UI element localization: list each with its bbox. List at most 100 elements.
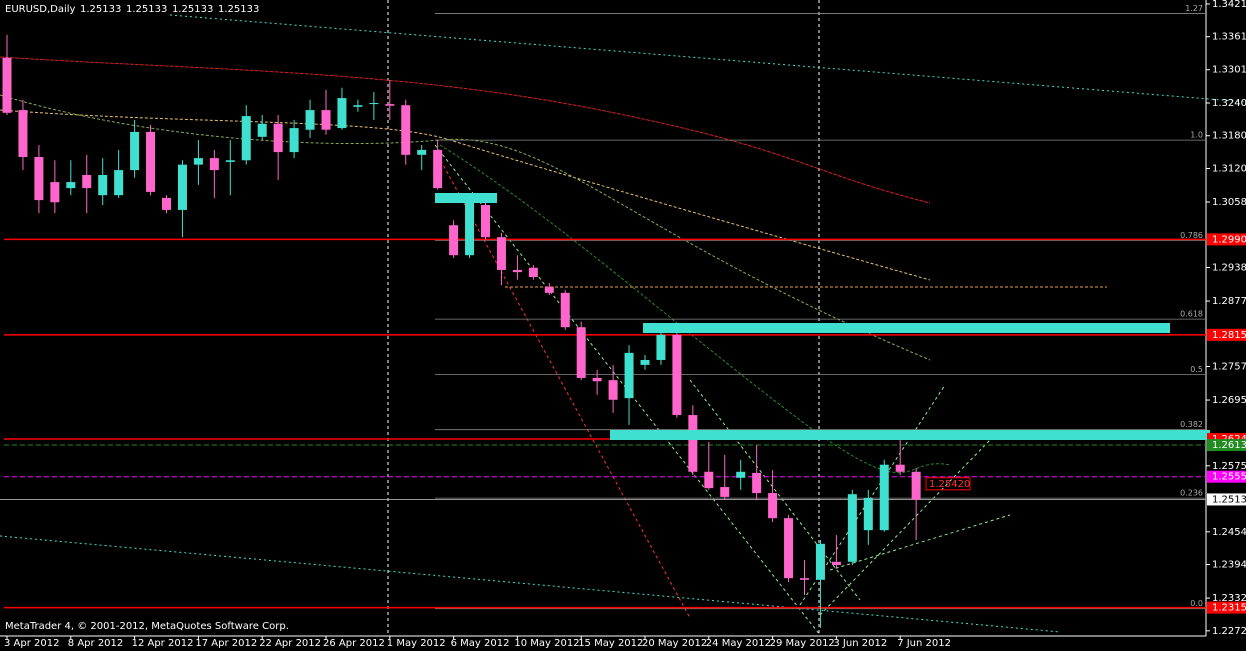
- candle-body: [863, 497, 873, 531]
- x-tick-label: 3 Jun 2012: [833, 638, 887, 649]
- level-label: 1.28150: [1212, 330, 1246, 341]
- x-tick-label: 22 Apr 2012: [259, 638, 321, 649]
- trend-line: [434, 149, 691, 619]
- x-tick-label: 8 Apr 2012: [68, 638, 123, 649]
- candle-body: [82, 175, 92, 189]
- y-tick-label: 1.32400: [1212, 98, 1246, 109]
- candle-body: [879, 464, 889, 531]
- level-label-box: [1207, 328, 1246, 341]
- zone: [643, 323, 1170, 333]
- level-label: 1.26130: [1212, 440, 1246, 451]
- candle-body: [544, 286, 554, 293]
- plot-area: [0, 13, 1206, 628]
- fib-label: 0.5: [1190, 365, 1203, 374]
- y-tick-label: 1.28770: [1212, 296, 1246, 307]
- candle-body: [433, 149, 443, 189]
- trend-line: [829, 514, 1011, 571]
- trend-line: [819, 439, 991, 616]
- candle-body: [911, 471, 921, 500]
- x-tick-label: 10 May 2012: [514, 638, 579, 649]
- y-tick-label: 1.24540: [1212, 527, 1246, 538]
- level-label-box: [1207, 601, 1246, 614]
- candle-body: [481, 205, 490, 238]
- x-tick-label: 26 Apr 2012: [323, 638, 385, 649]
- candle-body: [114, 170, 124, 196]
- y-tick-label: 1.26955: [1212, 395, 1246, 406]
- fib-label: 0.786: [1180, 231, 1203, 240]
- x-tick-label: 24 May 2012: [706, 638, 771, 649]
- candle-body: [895, 464, 905, 472]
- ohlc-value: 1.25133: [80, 4, 121, 15]
- fib-label: 0.382: [1180, 420, 1203, 429]
- ohlc-value: 1.25133: [218, 4, 259, 15]
- candle-body: [401, 105, 411, 155]
- y-tick-label: 1.23940: [1212, 560, 1246, 571]
- candle-body: [353, 105, 363, 107]
- level-label: 1.25550: [1212, 472, 1246, 483]
- candle-body: [2, 57, 12, 113]
- indicators: [0, 14, 1246, 636]
- y-tick-label: 1.31800: [1212, 131, 1246, 142]
- moving-average: [0, 94, 931, 361]
- candle-body: [496, 237, 506, 270]
- y-tick-label: 1.30585: [1212, 197, 1246, 208]
- candle-body: [720, 487, 730, 497]
- fib-label: 1.27: [1185, 4, 1203, 13]
- candle-body: [18, 110, 28, 158]
- candle-body: [209, 158, 219, 171]
- zone: [610, 430, 1210, 440]
- x-tick-label: 12 Apr 2012: [132, 638, 194, 649]
- fib-label: 0.618: [1180, 310, 1203, 319]
- y-tick-label: 1.27570: [1212, 361, 1246, 372]
- candle-body: [656, 334, 666, 360]
- moving-average: [0, 56, 931, 204]
- y-tick-label: 1.23325: [1212, 593, 1246, 604]
- candle-body: [130, 131, 140, 171]
- candle-body: [193, 158, 203, 165]
- candle-body: [449, 225, 459, 256]
- candle-body: [800, 578, 809, 580]
- candle-body: [752, 472, 762, 494]
- candle-body: [512, 269, 522, 273]
- candle-body: [34, 157, 44, 201]
- current-price-box: [1207, 493, 1246, 506]
- candle-body: [177, 164, 187, 210]
- candle-body: [273, 123, 283, 153]
- x-tick-label: 3 Apr 2012: [4, 638, 59, 649]
- candle-body: [66, 182, 76, 189]
- candle-body: [768, 493, 778, 519]
- candle-body: [784, 518, 794, 579]
- candle-body: [257, 123, 267, 137]
- chart-title: EURUSD,Daily: [5, 4, 76, 15]
- y-tick-label: 1.33010: [1212, 65, 1246, 76]
- candle-body: [369, 102, 379, 105]
- zone: [435, 193, 497, 203]
- candle-body: [560, 292, 570, 328]
- trend-line: [434, 144, 821, 636]
- candle-body: [576, 327, 586, 378]
- trend-line: [689, 379, 861, 601]
- x-tick-label: 7 Jun 2012: [897, 638, 951, 649]
- level-label: 1.23150: [1212, 603, 1246, 614]
- price-label: 1.25420: [929, 479, 970, 490]
- candle-body: [672, 334, 682, 416]
- y-tick-label: 1.33615: [1212, 32, 1246, 43]
- moving-average: [439, 144, 951, 474]
- level-label-box: [1207, 439, 1246, 452]
- candle-body: [305, 110, 315, 130]
- y-tick-label: 1.31200: [1212, 163, 1246, 174]
- x-tick-label: 6 May 2012: [451, 638, 510, 649]
- candle-body: [337, 98, 347, 129]
- candle-body: [162, 197, 171, 210]
- x-tick-label: 17 Apr 2012: [195, 638, 257, 649]
- candle-body: [736, 471, 746, 478]
- fib-label: 0.0: [1190, 599, 1203, 608]
- current-price-label: 1.25133: [1212, 494, 1246, 505]
- price-label-box: [925, 477, 971, 491]
- y-tick-label: 1.29385: [1212, 262, 1246, 273]
- fib-label: 0.236: [1180, 489, 1203, 498]
- candle-body: [465, 202, 475, 256]
- candle-body: [624, 352, 634, 399]
